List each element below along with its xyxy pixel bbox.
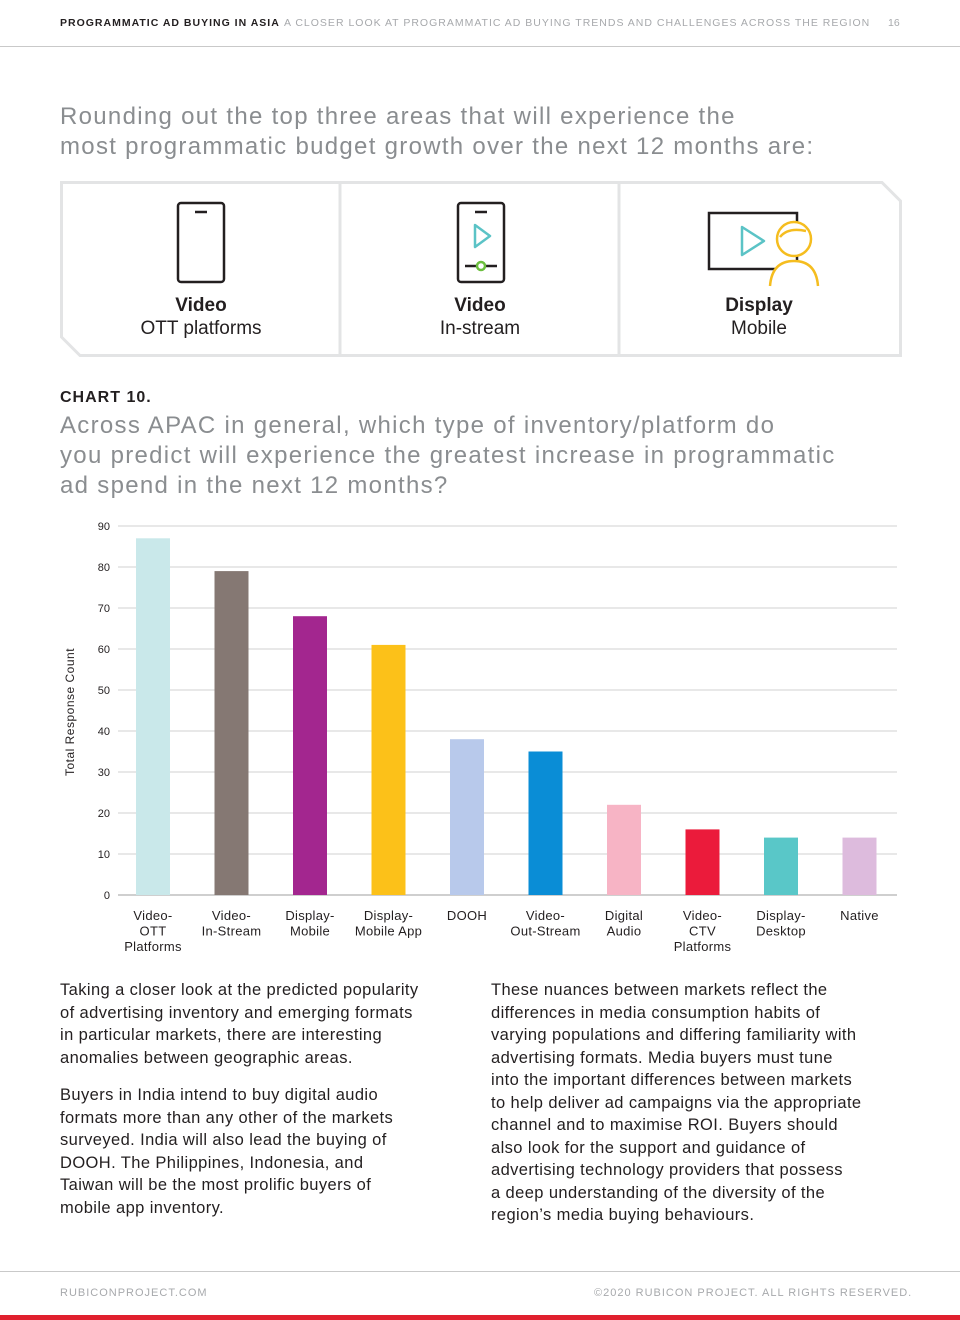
page-number: 16 — [888, 17, 900, 29]
bar — [842, 837, 877, 895]
text-line: Taking a closer look at the predicted po… — [60, 981, 419, 999]
area-label: Video In-stream — [341, 294, 619, 340]
x-tick-label: Out-Stream — [510, 924, 580, 939]
text-line: region’s media buying behaviours. — [491, 1206, 755, 1224]
text-line: Buyers in India intend to buy digital au… — [60, 1086, 379, 1104]
text-line: surveyed. India will also lead the buyin… — [60, 1131, 387, 1149]
text-line: DOOH. The Philippines, Indonesia, and — [60, 1153, 364, 1172]
header-divider — [0, 46, 960, 47]
video-viewer-icon — [707, 211, 820, 287]
y-tick-label: 30 — [98, 767, 110, 779]
text-line: Taiwan will be the most prolific buyers … — [60, 1176, 372, 1194]
mobile-phone-icon — [176, 201, 226, 284]
y-tick-label: 10 — [98, 849, 110, 861]
bar-chart: 0102030405060708090Video-OTTPlatformsVid… — [98, 521, 897, 954]
text-line: of advertising inventory and emerging fo… — [60, 1003, 413, 1022]
bar — [136, 538, 170, 895]
chart-question-line: you predict will experience the greatest… — [60, 442, 836, 469]
x-tick-label: Native — [840, 908, 879, 923]
text-line: also look for the support and guidance o… — [491, 1138, 806, 1157]
x-tick-label: Desktop — [756, 924, 806, 939]
area-label: Video OTT platforms — [62, 294, 340, 340]
body-left-paragraph-1: Taking a closer look at the predicted po… — [60, 979, 480, 1069]
area-subtitle: Mobile — [731, 318, 787, 339]
y-tick-label: 80 — [98, 562, 110, 574]
x-tick-label: Display- — [364, 908, 413, 923]
text-line: into the important differences between m… — [491, 1071, 853, 1089]
bar — [528, 751, 563, 895]
top-areas-frame — [60, 181, 902, 357]
text-line: These nuances between markets reflect th… — [491, 981, 828, 999]
body-right-paragraph: These nuances between markets reflect th… — [491, 979, 911, 1227]
text-line: to help deliver ad campaigns via the app… — [491, 1093, 862, 1112]
x-tick-label: Platforms — [674, 939, 732, 954]
body-left-paragraph-2: Buyers in India intend to buy digital au… — [60, 1084, 480, 1219]
area-title: Video — [454, 295, 506, 316]
footer-divider — [0, 1271, 960, 1272]
y-tick-label: 20 — [98, 808, 110, 820]
x-tick-label: Mobile — [290, 924, 330, 939]
chart-question-line: Across APAC in general, which type of in… — [60, 412, 776, 439]
footer-website-link[interactable]: RUBICONPROJECT.COM — [60, 1287, 208, 1299]
text-line: formats more than any other of the marke… — [60, 1108, 394, 1127]
y-tick-label: 90 — [98, 521, 110, 533]
y-tick-label: 40 — [98, 726, 110, 738]
area-title: Video — [175, 295, 227, 316]
x-tick-label: OTT — [140, 924, 167, 939]
text-line: varying populations and differing famili… — [491, 1026, 857, 1044]
text-line: differences in media consumption habits … — [491, 1003, 821, 1022]
chart-question: Across APAC in general, which type of in… — [60, 411, 880, 501]
top-areas-panel: Video OTT platforms Video In-stream Disp… — [60, 181, 902, 357]
mobile-video-icon — [456, 201, 506, 284]
footer-accent-bar — [0, 1315, 960, 1320]
x-tick-label: Video- — [133, 908, 172, 923]
area-subtitle: OTT platforms — [140, 318, 262, 339]
bar — [214, 571, 249, 895]
bar — [764, 837, 798, 895]
x-tick-label: Video- — [212, 908, 251, 923]
bar — [371, 644, 406, 895]
text-line: advertising formats. Media buyers must t… — [491, 1048, 833, 1067]
header-subtitle: A CLOSER LOOK AT PROGRAMMATIC AD BUYING … — [284, 17, 871, 29]
x-tick-label: Platforms — [124, 939, 182, 954]
x-tick-label: DOOH — [447, 908, 487, 923]
chart-number: CHART 10. — [60, 389, 152, 406]
x-tick-label: Display- — [285, 908, 334, 923]
area-label: Display Mobile — [620, 294, 898, 340]
header-title: PROGRAMMATIC AD BUYING IN ASIA — [60, 17, 280, 29]
x-tick-label: Video- — [683, 908, 722, 923]
y-tick-label: 60 — [98, 644, 110, 656]
y-tick-label: 0 — [104, 890, 110, 902]
intro-line: Rounding out the top three areas that wi… — [60, 103, 736, 130]
text-line: a deep understanding of the diversity of… — [491, 1183, 826, 1202]
text-line: advertising technology providers that po… — [491, 1161, 843, 1179]
x-tick-label: CTV — [689, 924, 716, 939]
footer-copyright: ©2020 RUBICON PROJECT. ALL RIGHTS RESERV… — [594, 1287, 913, 1299]
x-tick-label: Display- — [756, 908, 805, 923]
x-tick-label: Audio — [607, 924, 642, 939]
intro-line: most programmatic budget growth over the… — [60, 133, 815, 160]
bar — [685, 829, 720, 895]
y-tick-label: 70 — [98, 603, 110, 615]
y-axis-label: Total Response Count — [63, 647, 77, 777]
x-tick-label: Mobile App — [355, 924, 422, 939]
text-line: mobile app inventory. — [60, 1198, 225, 1217]
area-subtitle: In-stream — [439, 318, 521, 339]
x-tick-label: In-Stream — [202, 924, 262, 939]
y-tick-label: 50 — [98, 685, 110, 697]
chart-question-line: ad spend in the next 12 months? — [60, 472, 449, 499]
bar — [450, 739, 484, 895]
intro-heading: Rounding out the top three areas that wi… — [60, 102, 880, 162]
text-line: anomalies between geographic areas. — [60, 1048, 353, 1067]
bar — [293, 616, 327, 895]
text-line: channel and to maximise ROI. Buyers shou… — [491, 1116, 838, 1134]
area-title: Display — [725, 295, 793, 316]
x-tick-label: Video- — [526, 908, 565, 923]
x-tick-label: Digital — [605, 908, 643, 923]
bar — [607, 804, 641, 895]
text-line: in particular markets, there are interes… — [60, 1026, 383, 1044]
